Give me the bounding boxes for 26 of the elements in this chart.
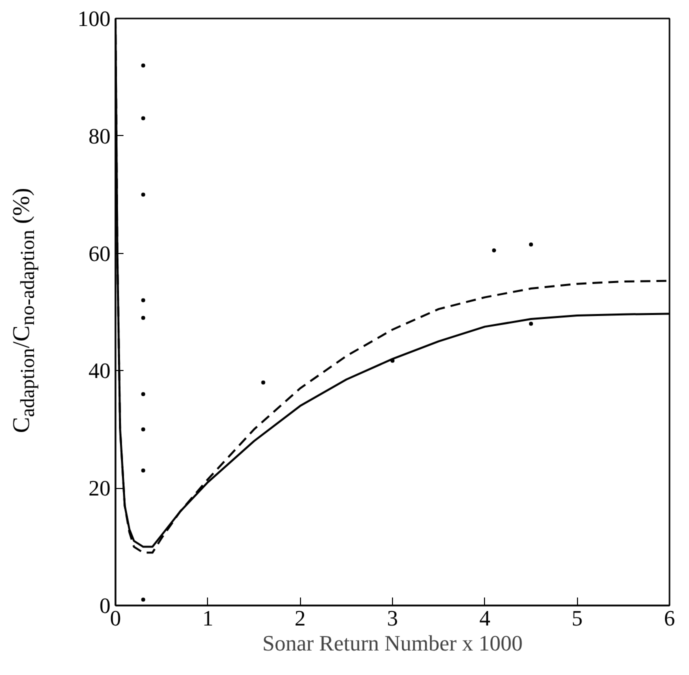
- x-tick-label: 3: [387, 606, 398, 630]
- x-tick-label: 4: [479, 606, 490, 630]
- y-tick-label: 20: [88, 476, 110, 501]
- point: [141, 192, 146, 197]
- point: [141, 427, 146, 432]
- point: [141, 298, 146, 302]
- point: [529, 242, 533, 246]
- y-tick-label: 80: [88, 123, 110, 148]
- y-tick-label: 60: [88, 240, 110, 266]
- point: [261, 380, 266, 384]
- y-tick-label: 100: [78, 6, 110, 31]
- x-tick-label: 2: [294, 606, 306, 630]
- point: [141, 392, 146, 396]
- point: [141, 598, 146, 602]
- x-axis-title: Sonar Return Number x 1000: [262, 630, 523, 656]
- x-tick-label: 5: [572, 606, 583, 630]
- point: [390, 358, 394, 363]
- x-tick-label: 1: [202, 606, 214, 630]
- point: [529, 322, 533, 326]
- point: [141, 316, 146, 320]
- point: [492, 248, 496, 252]
- y-tick-label: 40: [88, 358, 110, 384]
- x-tick-label: 6: [664, 606, 675, 630]
- point: [141, 468, 146, 472]
- point: [141, 116, 146, 120]
- point: [141, 63, 146, 68]
